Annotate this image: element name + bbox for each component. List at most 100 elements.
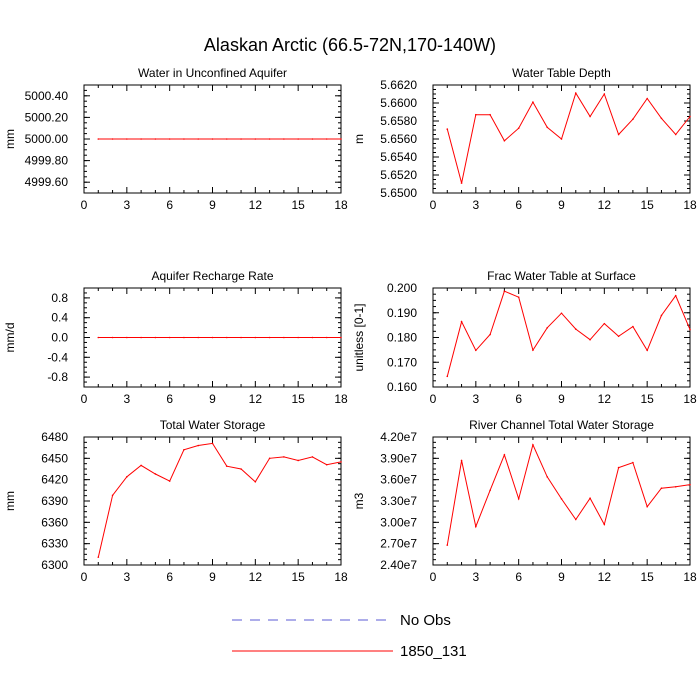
data-point: [632, 118, 634, 120]
data-point: [197, 336, 200, 339]
y-tick-label: 0.200: [387, 281, 417, 295]
x-tick-label: 6: [166, 198, 173, 212]
data-point: [225, 138, 228, 140]
data-point: [689, 483, 691, 486]
data-point: [603, 523, 606, 526]
data-point: [574, 518, 577, 521]
y-axis-label: mm: [3, 129, 17, 149]
data-point: [460, 459, 463, 462]
data-point: [674, 485, 677, 488]
x-tick-label: 18: [683, 392, 697, 406]
x-tick-label: 15: [640, 392, 654, 406]
x-tick-label: 9: [558, 570, 565, 584]
y-tick-label: 5.6580: [380, 114, 417, 128]
data-point: [168, 336, 171, 339]
data-point: [617, 133, 620, 136]
data-point: [97, 138, 100, 140]
data-point: [254, 138, 257, 140]
data-point: [660, 487, 663, 490]
data-point: [589, 497, 591, 499]
x-tick-label: 0: [430, 392, 437, 406]
data-point: [111, 494, 114, 497]
data-point: [168, 138, 171, 140]
x-tick-label: 18: [334, 198, 348, 212]
y-tick-label: 5.6540: [380, 150, 417, 164]
data-point: [589, 338, 591, 341]
x-tick-label: 6: [515, 570, 522, 584]
data-point: [197, 138, 200, 140]
x-tick-label: 15: [291, 392, 305, 406]
data-point: [517, 127, 520, 129]
data-point: [517, 296, 520, 298]
data-point: [546, 327, 549, 329]
y-tick-label: -0.8: [47, 370, 68, 384]
x-tick-label: 12: [598, 392, 612, 406]
data-point: [617, 335, 620, 338]
data-point: [111, 138, 114, 140]
data-point: [532, 444, 534, 446]
data-point: [97, 556, 100, 558]
data-point: [168, 480, 171, 482]
legend-label-1: No Obs: [400, 612, 451, 629]
panel-1: Water in Unconfined Aquifer mm 0 3 6 9 12 15 18 4…: [3, 66, 348, 212]
x-tick-label: 15: [640, 198, 654, 212]
data-point: [340, 461, 342, 463]
data-point: [689, 115, 691, 118]
y-tick-label: 5.6620: [380, 78, 417, 92]
data-point: [268, 138, 271, 140]
data-point: [297, 336, 299, 339]
data-point: [211, 442, 214, 445]
x-tick-label: 12: [249, 570, 263, 584]
data-point: [603, 322, 606, 325]
panel-title: Water in Unconfined Aquifer: [138, 66, 287, 80]
panel-title: River Channel Total Water Storage: [469, 418, 654, 432]
y-tick-label: 5000.00: [25, 132, 69, 146]
x-tick-label: 3: [123, 198, 130, 212]
y-axis-label: mm/d: [3, 323, 17, 353]
y-tick-label: 2.40e7: [380, 558, 417, 572]
y-tick-label: 4999.60: [25, 175, 69, 189]
y-tick-label: 0.4: [51, 311, 68, 325]
data-point: [325, 138, 328, 140]
x-tick-label: 9: [209, 392, 216, 406]
y-tick-label: 5000.20: [25, 110, 69, 124]
data-point: [532, 101, 534, 103]
data-point: [632, 325, 634, 328]
data-point: [211, 336, 214, 339]
data-point: [560, 312, 563, 315]
panels: Water in Unconfined Aquifer mm 0 3 6 9 12 15 18 4…: [3, 66, 697, 584]
data-point: [154, 138, 157, 140]
data-point: [225, 336, 228, 339]
data-point: [254, 336, 257, 339]
data-point: [617, 466, 620, 469]
series-line: [97, 442, 342, 558]
y-axis-label: mm: [3, 491, 17, 511]
x-tick-label: 3: [472, 198, 479, 212]
x-tick-label: 0: [430, 570, 437, 584]
data-point: [183, 449, 185, 451]
data-point: [546, 476, 549, 478]
data-point: [126, 476, 128, 478]
data-point: [446, 544, 449, 546]
data-point: [517, 498, 520, 500]
data-point: [446, 375, 449, 378]
figure-title: Alaskan Arctic (66.5-72N,170-140W): [204, 35, 496, 55]
data-point: [240, 468, 242, 470]
legend: No Obs 1850_131: [232, 612, 467, 660]
data-point: [283, 138, 285, 140]
x-tick-label: 0: [81, 392, 88, 406]
data-point: [646, 349, 648, 352]
y-tick-label: 6450: [41, 451, 68, 465]
x-tick-label: 6: [515, 198, 522, 212]
x-tick-label: 3: [123, 392, 130, 406]
y-tick-label: -0.4: [47, 350, 68, 364]
y-tick-label: 5.6560: [380, 132, 417, 146]
data-point: [460, 182, 463, 184]
data-point: [183, 138, 185, 140]
y-axis-label: unitless [0-1]: [352, 303, 366, 371]
data-point: [660, 314, 663, 317]
legend-label-2: 1850_131: [400, 643, 467, 660]
y-tick-label: 3.90e7: [380, 451, 417, 465]
panel-2: Water Table Depth m 0 3 6 9 12 15 18 5.6500 5.6520…: [352, 66, 697, 212]
